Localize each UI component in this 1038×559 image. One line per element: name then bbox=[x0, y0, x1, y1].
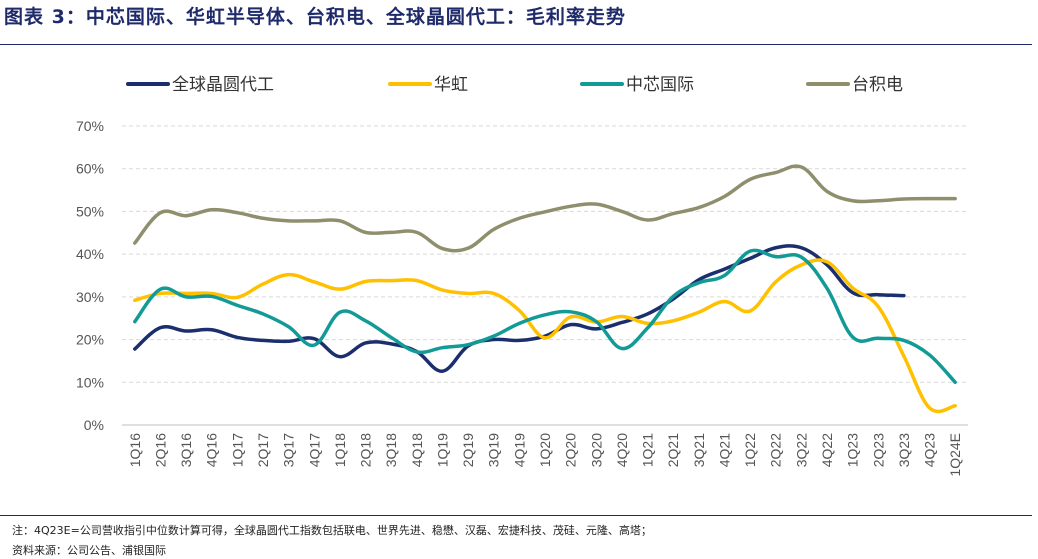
x-tick-label: 2Q21 bbox=[665, 433, 681, 467]
y-axis: 0% 10% 20% 30% 40% 50% 60% 70% bbox=[76, 118, 104, 433]
x-tick-label: 4Q23 bbox=[922, 433, 938, 467]
line-chart: 全球晶圆代工 华虹 中芯国际 台积电 0%10%20%30%40%50%60%70% … bbox=[76, 75, 968, 477]
series-line-3 bbox=[133, 248, 957, 385]
x-tick-label: 1Q19 bbox=[434, 433, 450, 467]
x-tick-label: 1Q16 bbox=[127, 433, 143, 467]
x-tick-label: 3Q18 bbox=[383, 433, 399, 467]
x-tick-label: 4Q19 bbox=[511, 433, 527, 467]
x-axis: 1Q16 2Q16 3Q16 4Q16 1Q17 2Q17 3Q17 4Q17 1Q18 2Q18… bbox=[127, 433, 963, 477]
footnote: 注：4Q23E=公司营收指引中位数计算可得，全球晶圆代工指数包括联电、世界先进、… bbox=[12, 524, 652, 537]
x-tick-label: 2Q18 bbox=[358, 433, 374, 467]
x-tick-label: 2Q23 bbox=[870, 433, 886, 467]
x-tick-label: 3Q16 bbox=[178, 433, 194, 467]
title-divider bbox=[0, 44, 1032, 45]
x-tick-label: 3Q17 bbox=[281, 433, 297, 467]
x-tick-label: 2Q16 bbox=[152, 433, 168, 467]
x-tick-label: 3Q21 bbox=[691, 433, 707, 467]
y-tick-label: 70% bbox=[76, 118, 104, 134]
series-line-2 bbox=[133, 258, 957, 414]
x-tick-label: 2Q17 bbox=[255, 433, 271, 467]
x-tick-label: 3Q20 bbox=[588, 433, 604, 467]
x-tick-label: 4Q20 bbox=[614, 433, 630, 467]
chart-legend: 全球晶圆代工 华虹 中芯国际 台积电 bbox=[126, 75, 903, 95]
y-tick-label: 50% bbox=[76, 203, 104, 219]
x-tick-label: 1Q24E bbox=[947, 433, 963, 477]
series-line-4 bbox=[133, 164, 957, 253]
chart-series bbox=[133, 164, 957, 414]
x-tick-label: 1Q21 bbox=[640, 433, 656, 467]
y-tick-label: 40% bbox=[76, 246, 104, 262]
x-tick-label: 2Q22 bbox=[768, 433, 784, 467]
legend-label: 中芯国际 bbox=[626, 75, 694, 95]
source-note: 资料来源：公司公告、浦银国际 bbox=[12, 544, 166, 557]
legend-label: 全球晶圆代工 bbox=[172, 75, 274, 95]
x-tick-label: 4Q22 bbox=[819, 433, 835, 467]
x-tick-label: 3Q19 bbox=[486, 433, 502, 467]
x-tick-label: 4Q17 bbox=[306, 433, 322, 467]
chart-title: 图表 3：中芯国际、华虹半导体、台积电、全球晶圆代工：毛利率走势 bbox=[4, 6, 626, 28]
y-tick-label: 60% bbox=[76, 161, 104, 177]
y-tick-label: 30% bbox=[76, 289, 104, 305]
x-tick-label: 1Q17 bbox=[229, 433, 245, 467]
y-tick-label: 20% bbox=[76, 332, 104, 348]
y-tick-label: 10% bbox=[76, 374, 104, 390]
x-tick-label: 2Q19 bbox=[460, 433, 476, 467]
x-tick-label: 1Q22 bbox=[742, 433, 758, 467]
legend-label: 台积电 bbox=[852, 75, 903, 95]
x-tick-label: 2Q20 bbox=[563, 433, 579, 467]
x-tick-label: 4Q18 bbox=[409, 433, 425, 467]
x-tick-label: 1Q23 bbox=[845, 433, 861, 467]
x-tick-label: 1Q18 bbox=[332, 433, 348, 467]
series-line-1 bbox=[133, 244, 906, 373]
y-tick-label: 0% bbox=[84, 417, 104, 433]
x-tick-label: 4Q21 bbox=[716, 433, 732, 467]
x-tick-label: 3Q22 bbox=[793, 433, 809, 467]
x-tick-label: 3Q23 bbox=[896, 433, 912, 467]
x-tick-label: 4Q16 bbox=[204, 433, 220, 467]
footer-divider bbox=[0, 515, 1032, 516]
x-tick-label: 1Q20 bbox=[537, 433, 553, 467]
legend-label: 华虹 bbox=[434, 75, 468, 95]
